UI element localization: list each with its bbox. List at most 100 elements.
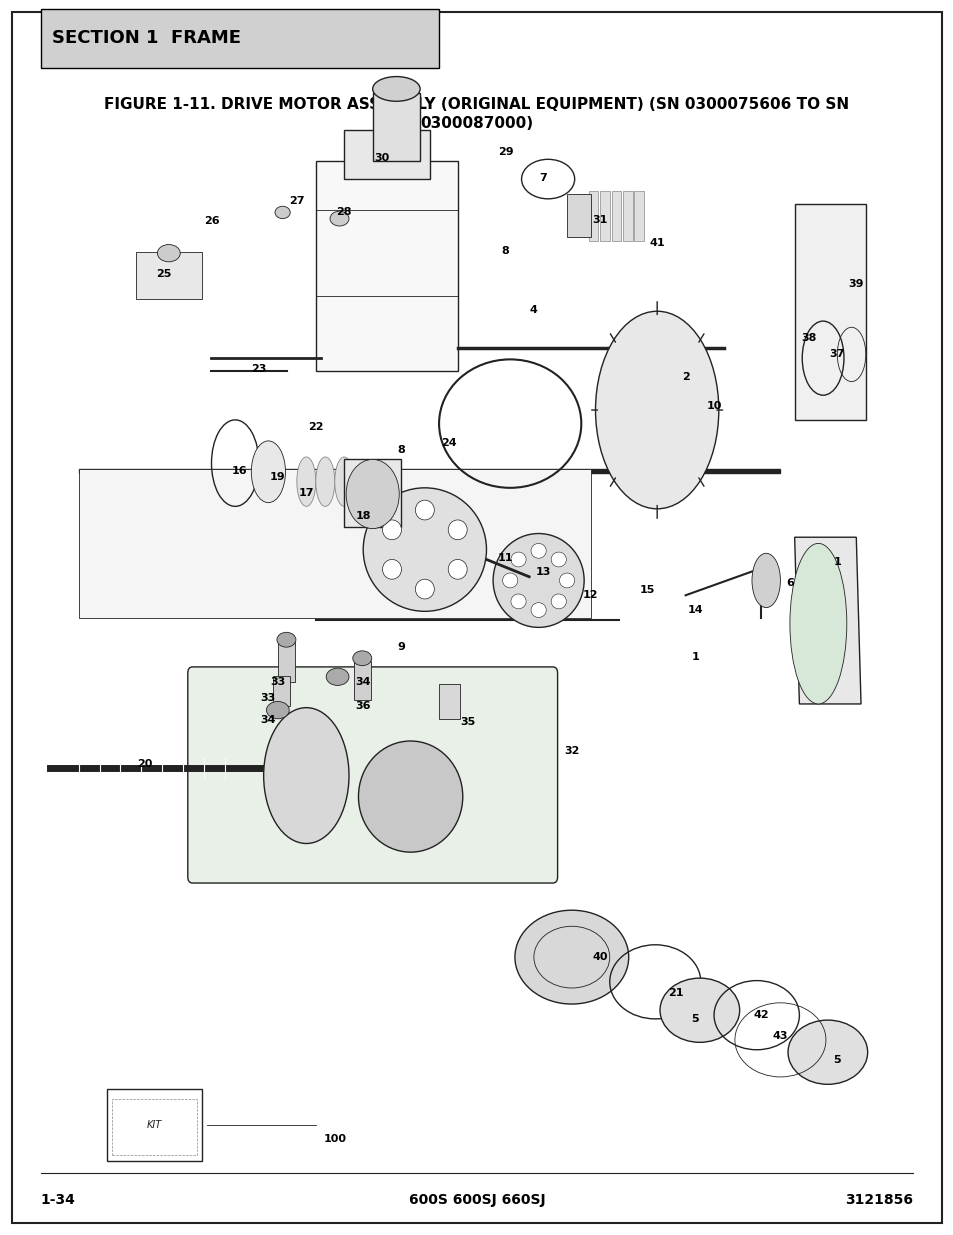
Ellipse shape <box>346 459 398 529</box>
Bar <box>273 676 290 706</box>
Text: 22: 22 <box>308 422 323 432</box>
Bar <box>344 130 429 179</box>
Text: 23: 23 <box>251 364 266 374</box>
Bar <box>438 684 459 719</box>
Text: 17: 17 <box>298 488 314 498</box>
Ellipse shape <box>382 559 401 579</box>
FancyBboxPatch shape <box>188 667 557 883</box>
Ellipse shape <box>330 211 349 226</box>
Text: 15: 15 <box>639 585 655 595</box>
Ellipse shape <box>274 206 290 219</box>
Text: 9: 9 <box>396 642 405 652</box>
Text: 100: 100 <box>323 1134 346 1144</box>
Text: 5: 5 <box>691 1014 699 1024</box>
Text: 35: 35 <box>459 718 475 727</box>
Ellipse shape <box>266 701 289 719</box>
Text: 3121856: 3121856 <box>844 1193 912 1208</box>
Bar <box>634 191 643 241</box>
Ellipse shape <box>515 910 628 1004</box>
Text: FIGURE 1-11. DRIVE MOTOR ASSEMBLY (ORIGINAL EQUIPMENT) (SN 0300075606 TO SN: FIGURE 1-11. DRIVE MOTOR ASSEMBLY (ORIGI… <box>104 98 849 112</box>
Ellipse shape <box>531 603 546 618</box>
Ellipse shape <box>511 552 525 567</box>
Ellipse shape <box>363 488 486 611</box>
Ellipse shape <box>315 457 335 506</box>
Text: 40: 40 <box>592 952 607 962</box>
Ellipse shape <box>551 552 566 567</box>
Text: 14: 14 <box>686 605 702 615</box>
Text: 12: 12 <box>582 590 598 600</box>
Text: 20: 20 <box>137 760 152 769</box>
Text: 16: 16 <box>232 466 248 475</box>
Ellipse shape <box>511 594 525 609</box>
Text: 39: 39 <box>847 279 863 289</box>
Ellipse shape <box>558 573 574 588</box>
Bar <box>135 252 202 299</box>
Ellipse shape <box>326 668 349 685</box>
Text: 41: 41 <box>649 238 664 248</box>
Text: 31: 31 <box>592 215 607 225</box>
Text: 5: 5 <box>833 1055 841 1065</box>
Text: 21: 21 <box>668 988 683 998</box>
Text: 24: 24 <box>440 438 456 448</box>
Ellipse shape <box>263 708 349 844</box>
FancyBboxPatch shape <box>107 1089 202 1161</box>
Ellipse shape <box>382 520 401 540</box>
Ellipse shape <box>595 311 718 509</box>
Text: 32: 32 <box>563 746 578 756</box>
Ellipse shape <box>296 457 315 506</box>
Text: 8: 8 <box>501 246 509 256</box>
Text: 1: 1 <box>833 557 841 567</box>
Text: 10: 10 <box>705 401 721 411</box>
Text: KIT: KIT <box>147 1120 162 1130</box>
Text: 13: 13 <box>536 567 551 577</box>
Text: 18: 18 <box>355 511 371 521</box>
Ellipse shape <box>415 500 434 520</box>
Ellipse shape <box>373 77 419 101</box>
Text: 34: 34 <box>260 715 275 725</box>
Bar <box>622 191 632 241</box>
Ellipse shape <box>335 457 354 506</box>
Text: 42: 42 <box>753 1010 768 1020</box>
Ellipse shape <box>157 245 180 262</box>
Ellipse shape <box>531 543 546 558</box>
Text: 7: 7 <box>539 173 547 183</box>
Text: 19: 19 <box>270 472 285 482</box>
Bar <box>315 161 457 370</box>
Ellipse shape <box>251 441 285 503</box>
Ellipse shape <box>787 1020 867 1084</box>
Text: 2: 2 <box>681 372 689 382</box>
Ellipse shape <box>493 534 583 627</box>
Bar <box>277 642 294 682</box>
Text: 0300087000): 0300087000) <box>420 116 533 131</box>
Text: 25: 25 <box>156 269 172 279</box>
Ellipse shape <box>448 520 467 540</box>
Text: 33: 33 <box>260 693 275 703</box>
Text: 37: 37 <box>829 350 844 359</box>
Ellipse shape <box>659 978 739 1042</box>
Ellipse shape <box>448 559 467 579</box>
Text: 6: 6 <box>785 578 793 588</box>
Polygon shape <box>794 537 861 704</box>
Text: 29: 29 <box>497 147 513 157</box>
Text: 11: 11 <box>497 553 513 563</box>
Bar <box>354 661 371 700</box>
Bar <box>373 93 419 161</box>
Text: 36: 36 <box>355 701 371 711</box>
Polygon shape <box>79 469 780 473</box>
Text: 600S 600SJ 660SJ: 600S 600SJ 660SJ <box>408 1193 545 1208</box>
Bar <box>588 191 598 241</box>
Bar <box>344 459 400 527</box>
Text: 4: 4 <box>530 305 537 315</box>
Text: 28: 28 <box>336 207 352 217</box>
Bar <box>566 194 590 237</box>
Text: SECTION 1  FRAME: SECTION 1 FRAME <box>52 30 241 47</box>
Bar <box>794 204 865 420</box>
Text: 1-34: 1-34 <box>41 1193 75 1208</box>
Text: 8: 8 <box>396 445 405 454</box>
Text: 27: 27 <box>289 196 304 206</box>
Bar <box>599 191 609 241</box>
Ellipse shape <box>358 741 462 852</box>
Ellipse shape <box>502 573 517 588</box>
Ellipse shape <box>551 594 566 609</box>
Bar <box>611 191 620 241</box>
